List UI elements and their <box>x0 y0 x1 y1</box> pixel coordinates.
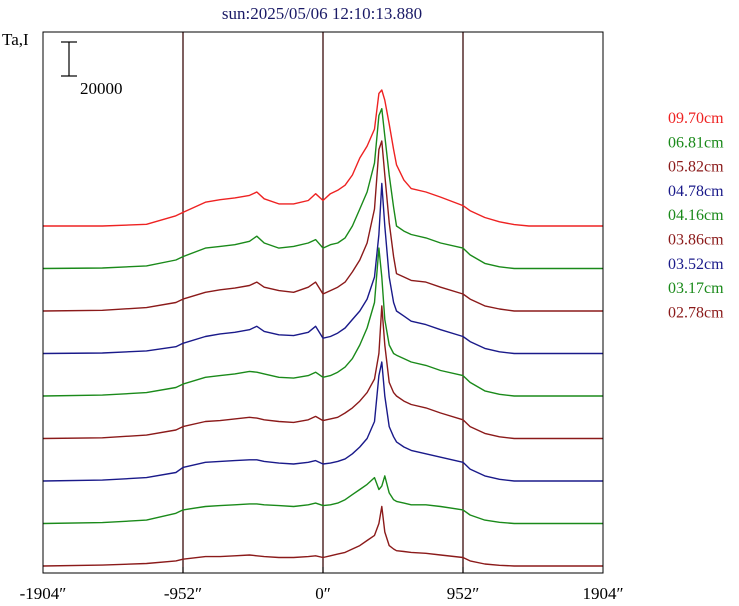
chart-title: sun:2025/05/06 12:10:13.880 <box>222 4 422 23</box>
series-line-7 <box>42 475 603 525</box>
legend-item-6: 03.52cm <box>668 256 724 273</box>
x-axis-ticks: -1904″ -952″ 0″ 952″ 1904″ <box>20 567 624 603</box>
x-tick-label-3: 952″ <box>447 584 480 603</box>
legend-item-3: 04.78cm <box>668 183 724 200</box>
legend: 09.70cm 06.81cm 05.82cm 04.78cm 04.16cm 03.86… <box>668 110 724 321</box>
legend-item-1: 06.81cm <box>668 134 724 151</box>
scale-bar-label: 20000 <box>80 79 123 98</box>
scale-bar: 20000 <box>61 41 123 98</box>
x-tick-label-4: 1904″ <box>582 584 623 603</box>
legend-item-4: 04.16cm <box>668 207 724 224</box>
series-line-5 <box>42 305 603 440</box>
legend-item-5: 03.86cm <box>668 232 724 249</box>
series-line-4 <box>42 247 603 397</box>
legend-item-0: 09.70cm <box>668 110 724 127</box>
series-line-1 <box>42 107 603 270</box>
x-tick-label-0: -1904″ <box>20 584 67 603</box>
y-axis-label: Ta,I <box>2 30 29 49</box>
x-tick-label-2: 0″ <box>315 584 331 603</box>
series-line-3 <box>42 182 603 355</box>
series-line-0 <box>43 89 603 227</box>
vertical-reference-lines <box>182 32 464 573</box>
series-layer <box>42 89 603 567</box>
legend-item-2: 05.82cm <box>668 159 724 176</box>
series-line-2 <box>42 140 603 312</box>
series-line-8 <box>42 505 603 567</box>
x-tick-label-1: -952″ <box>164 584 202 603</box>
legend-item-8: 02.78cm <box>668 304 724 321</box>
legend-item-7: 03.17cm <box>668 280 724 297</box>
series-line-6 <box>42 361 603 482</box>
